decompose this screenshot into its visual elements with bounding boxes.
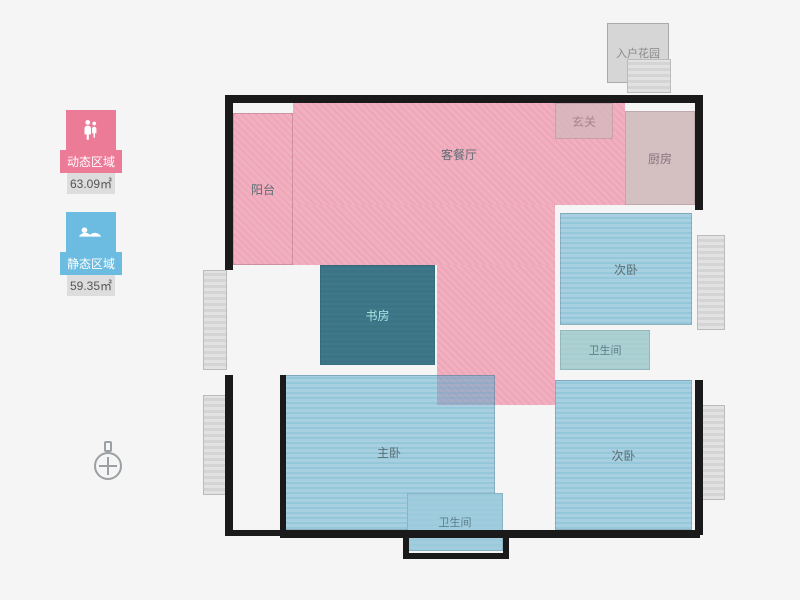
wall <box>225 95 233 270</box>
wall <box>280 375 286 535</box>
legend: 动态区域 63.09㎡ 静态区域 59.35㎡ <box>60 110 122 314</box>
room-kitchen-overlay <box>625 111 695 205</box>
room-master-label: 主卧 <box>377 444 401 461</box>
compass-icon <box>90 440 126 482</box>
ext-right-1 <box>697 235 725 330</box>
legend-dynamic-value: 63.09㎡ <box>67 173 115 194</box>
room-study-overlay <box>320 265 435 365</box>
room-balcony-label: 阳台 <box>251 181 275 198</box>
legend-static-label: 静态区域 <box>60 252 122 275</box>
room-bed2a: 次卧 <box>560 213 692 325</box>
wall <box>225 95 703 103</box>
legend-dynamic-icon <box>66 110 116 150</box>
wall <box>225 530 285 536</box>
wall <box>225 375 233 535</box>
wall <box>695 95 703 210</box>
room-bed2b: 次卧 <box>555 380 692 530</box>
ext-top <box>627 59 671 93</box>
room-foyer-overlay <box>555 103 613 139</box>
room-living-label: 客餐厅 <box>441 146 477 163</box>
ext-left-1 <box>203 270 227 370</box>
room-balcony: 阳台 <box>233 113 293 265</box>
wall <box>403 553 509 559</box>
legend-static-value: 59.35㎡ <box>67 275 115 296</box>
room-living-b <box>293 205 555 265</box>
legend-static-icon <box>66 212 116 252</box>
room-bath2-overlay <box>407 493 503 551</box>
floor-plan: 入户花园 阳台 客餐厅 玄关 厨房 书房 次卧 卫生间 主卧 次卧 <box>225 95 725 565</box>
room-bath1-overlay <box>560 330 650 370</box>
room-bed2a-label: 次卧 <box>614 261 638 278</box>
legend-dynamic-label: 动态区域 <box>60 150 122 173</box>
room-bed2b-label: 次卧 <box>611 447 635 464</box>
ext-left-2 <box>203 395 227 495</box>
wall <box>695 380 703 535</box>
wall <box>280 530 700 538</box>
